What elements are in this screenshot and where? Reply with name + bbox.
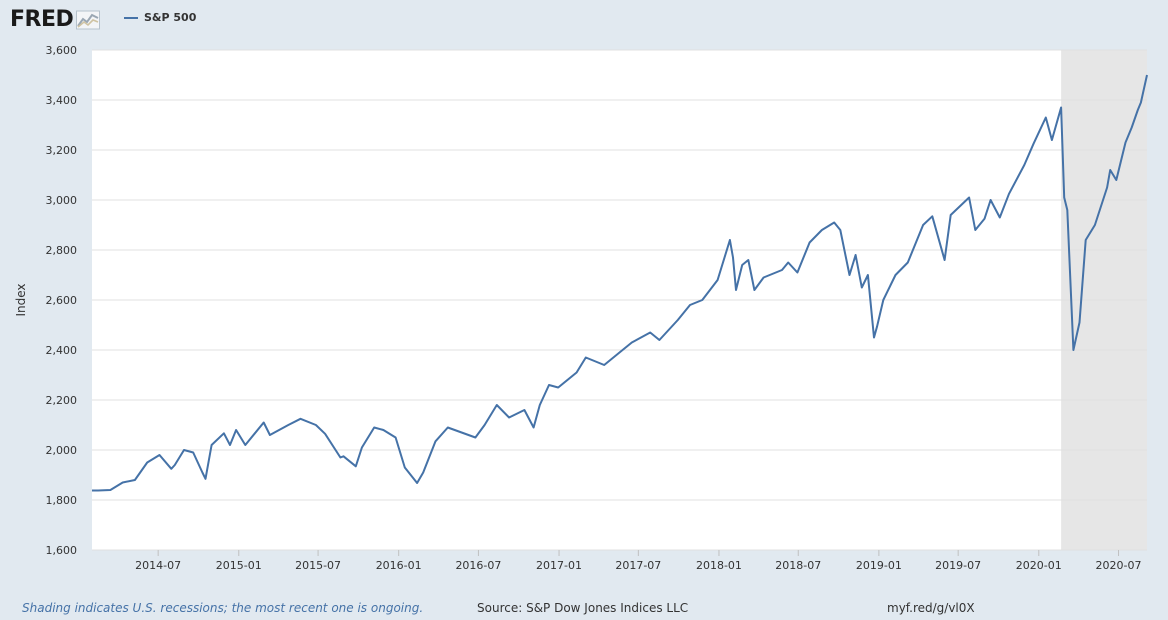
x-tick-label: 2019-01	[856, 559, 902, 572]
x-tick-label: 2016-01	[376, 559, 422, 572]
y-tick-label: 2,200	[46, 394, 78, 407]
y-tick-label: 2,800	[46, 244, 78, 257]
y-tick-label: 2,600	[46, 294, 78, 307]
y-tick-label: 3,400	[46, 94, 78, 107]
x-tick-label: 2016-07	[455, 559, 501, 572]
chart: 1,600 1,800 2,000 2,200 2,400 2,600 2,800 3,000…	[14, 44, 1148, 572]
x-tick-label: 2015-07	[295, 559, 341, 572]
x-tick-label: 2019-07	[935, 559, 981, 572]
line-graph-icon	[76, 10, 101, 30]
recession-note: Shading indicates U.S. recessions; the m…	[22, 601, 424, 615]
y-tick-label: 2,000	[46, 444, 78, 457]
x-tick-label: 2020-01	[1016, 559, 1062, 572]
x-tick-label: 2020-07	[1096, 559, 1142, 572]
x-tick-label: 2018-07	[775, 559, 821, 572]
fred-logo[interactable]: FRED	[10, 6, 101, 34]
y-axis-title: Index	[14, 283, 28, 316]
legend-swatch	[124, 16, 138, 19]
x-tick-label: 2015-01	[216, 559, 262, 572]
y-tick-label: 1,800	[46, 494, 78, 507]
legend[interactable]: S&P 500	[124, 11, 196, 24]
x-tick-label: 2017-01	[536, 559, 582, 572]
x-tick-label: 2017-07	[615, 559, 661, 572]
x-tick-label: 2014-07	[135, 559, 181, 572]
y-tick-label: 3,600	[46, 44, 78, 57]
series-line-sp500[interactable]	[92, 74, 1148, 492]
logo-text: FRED	[10, 7, 74, 32]
x-tick-label: 2018-01	[696, 559, 742, 572]
y-tick-label: 3,000	[46, 194, 78, 207]
y-tick-label: 3,200	[46, 144, 78, 157]
y-tick-label: 2,400	[46, 344, 78, 357]
y-tick-label: 1,600	[46, 544, 78, 557]
short-url[interactable]: myf.red/g/vl0X	[887, 601, 975, 615]
source-text: Source: S&P Dow Jones Indices LLC	[477, 601, 689, 615]
legend-label: S&P 500	[144, 11, 197, 24]
